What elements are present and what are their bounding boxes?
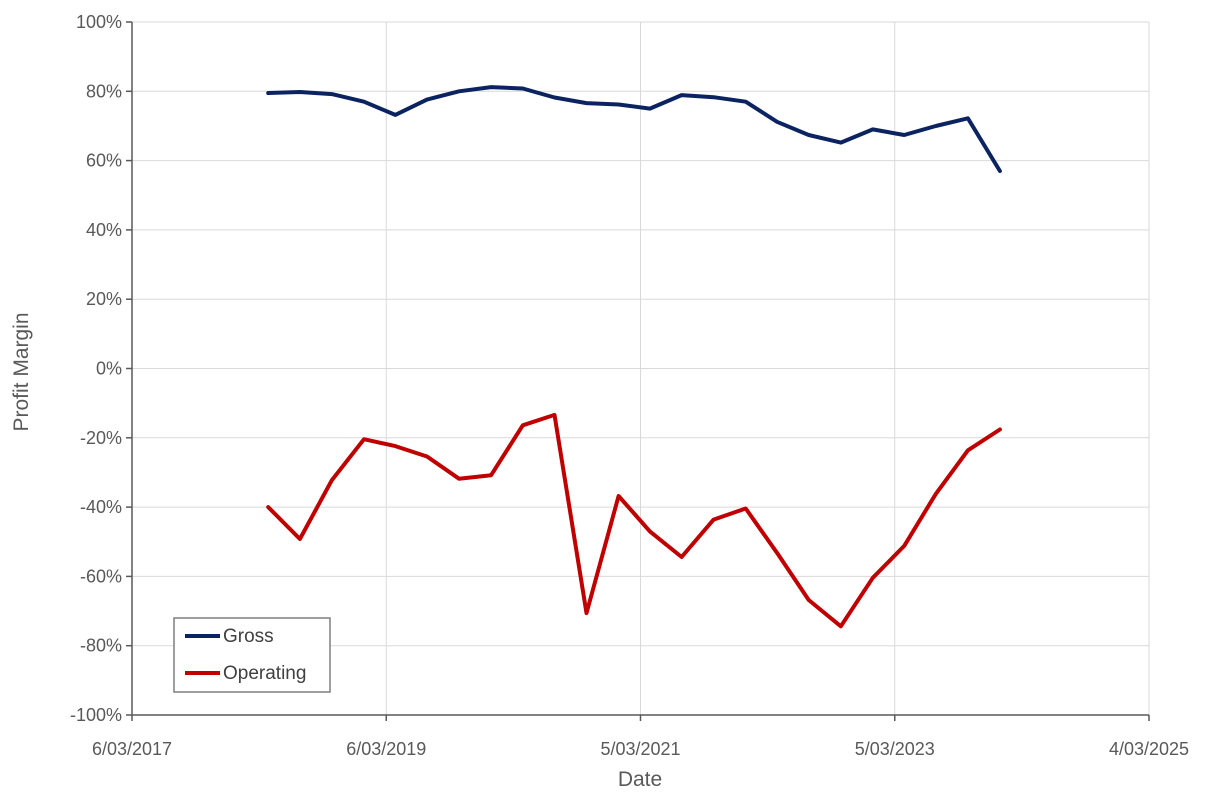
- y-axis-tick-labels: 100% 80% 60% 40% 20% 0% -20% -40% -60% -80% -100%: [70, 12, 122, 725]
- x-tick-label: 5/03/2021: [600, 739, 680, 759]
- x-axis-tick-labels: 6/03/2017 6/03/2019 5/03/2021 5/03/2023 4/03…: [92, 739, 1189, 759]
- y-tick-label: 0%: [96, 359, 122, 379]
- series-line-gross: [266, 85, 1002, 173]
- y-tick-label: 40%: [86, 220, 122, 240]
- y-tick-label: 80%: [86, 81, 122, 101]
- x-tick-label: 4/03/2025: [1109, 739, 1189, 759]
- x-tick-label: 5/03/2023: [855, 739, 935, 759]
- y-tick-label: 20%: [86, 289, 122, 309]
- legend-label-gross: Gross: [223, 626, 274, 647]
- y-axis-title: Profit Margin: [10, 312, 33, 431]
- y-tick-label: -60%: [80, 566, 122, 586]
- x-tick-label: 6/03/2019: [346, 739, 426, 759]
- legend-label-operating: Operating: [223, 663, 306, 684]
- x-axis-title: Date: [618, 768, 662, 791]
- y-tick-label: 100%: [76, 12, 122, 32]
- y-tick-label: -100%: [70, 705, 122, 725]
- series-lines: [266, 85, 1002, 629]
- x-tick-label: 6/03/2017: [92, 739, 172, 759]
- legend: Gross Operating: [173, 617, 331, 693]
- y-tick-label: -20%: [80, 428, 122, 448]
- y-tick-label: -40%: [80, 497, 122, 517]
- axes: [126, 21, 1150, 721]
- y-tick-label: -80%: [80, 636, 122, 656]
- y-tick-label: 60%: [86, 151, 122, 171]
- series-line-operating: [266, 412, 1002, 629]
- legend-box: [173, 617, 331, 693]
